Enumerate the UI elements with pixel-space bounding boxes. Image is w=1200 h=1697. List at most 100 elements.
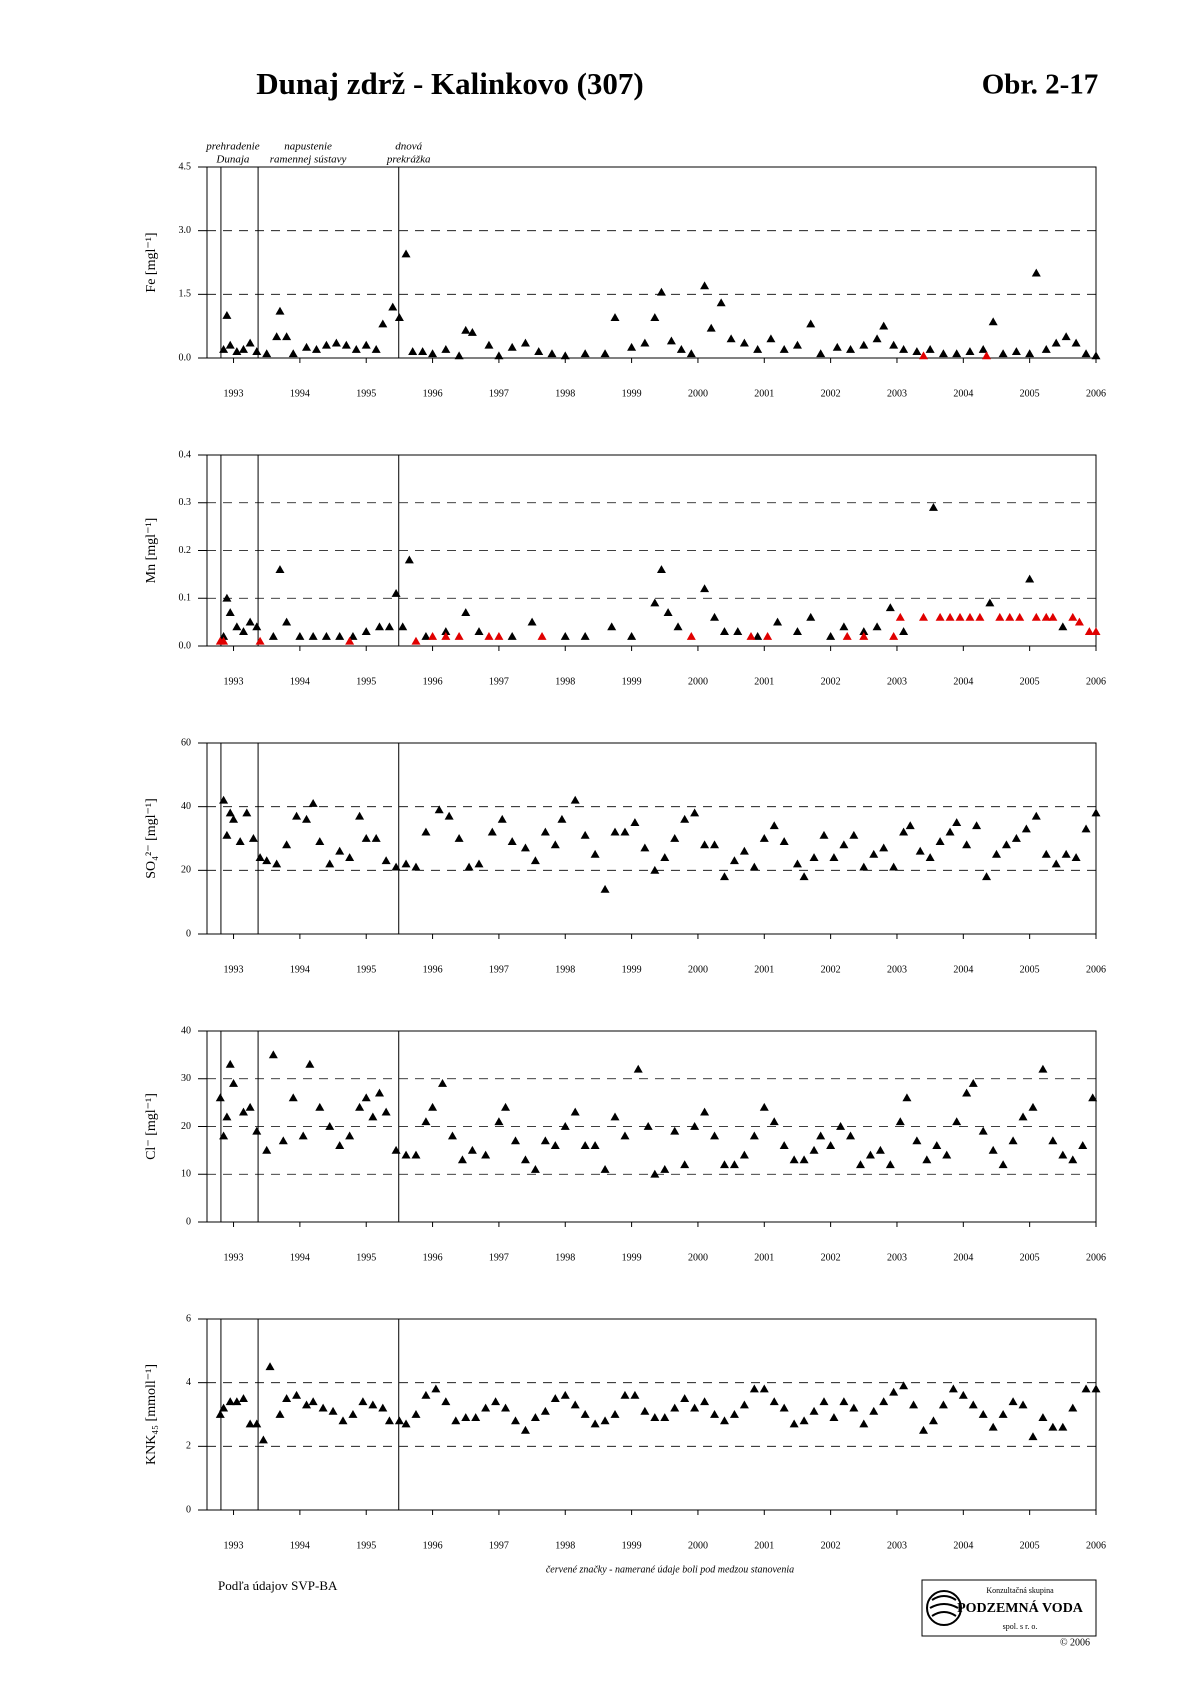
y-tick-label: 4.5 <box>179 161 192 172</box>
x-tick-label: 1998 <box>555 964 575 975</box>
y-axis-label: Cl⁻ [mgl⁻¹] <box>144 1093 159 1160</box>
data-point <box>889 1387 899 1396</box>
data-point <box>292 811 302 820</box>
data-point <box>1061 849 1071 858</box>
data-point <box>471 1413 481 1422</box>
data-point <box>1051 338 1061 347</box>
data-point <box>706 323 716 332</box>
data-point <box>434 805 444 814</box>
data-point <box>650 1169 660 1178</box>
data-point <box>1081 1384 1091 1393</box>
data-point <box>550 1394 560 1402</box>
data-point <box>895 1117 905 1126</box>
data-point <box>769 821 779 830</box>
data-point <box>899 345 909 353</box>
y-tick-label: 0.0 <box>179 640 192 651</box>
data-point <box>345 636 355 645</box>
data-point <box>374 622 384 631</box>
data-point <box>219 631 229 640</box>
data-point <box>680 1394 690 1402</box>
data-point <box>252 622 262 631</box>
x-tick-label: 2005 <box>1020 388 1040 399</box>
y-tick-label: 0 <box>186 1504 191 1515</box>
y-tick-label: 0.3 <box>179 497 192 508</box>
data-point <box>348 631 358 640</box>
x-tick-label: 1998 <box>555 1540 575 1551</box>
data-point <box>229 814 239 823</box>
data-point <box>889 631 899 640</box>
data-point <box>421 827 431 836</box>
data-point <box>799 1155 809 1164</box>
data-point <box>700 1107 710 1116</box>
data-point <box>391 1145 401 1154</box>
data-point <box>690 1403 700 1412</box>
data-point <box>401 1419 411 1428</box>
data-point <box>978 1126 988 1135</box>
data-point <box>600 1164 610 1173</box>
data-point <box>680 1160 690 1169</box>
data-point <box>361 340 371 349</box>
x-tick-label: 1997 <box>489 964 509 975</box>
data-point <box>600 1416 610 1425</box>
data-point <box>368 1112 378 1121</box>
x-tick-label: 1994 <box>290 1252 310 1263</box>
x-tick-label: 1993 <box>224 1252 244 1263</box>
y-axis-label: KNK₄₅ [mmoll⁻¹] <box>144 1364 159 1465</box>
data-point <box>474 627 484 636</box>
data-point <box>391 588 401 597</box>
data-point <box>225 808 235 817</box>
data-point <box>670 1126 680 1135</box>
logo-mark <box>926 1590 962 1626</box>
data-point <box>408 347 418 356</box>
data-point <box>630 818 640 826</box>
data-point <box>660 853 670 861</box>
x-tick-label: 2002 <box>821 1252 841 1263</box>
data-point <box>859 627 869 636</box>
x-tick-label: 2006 <box>1086 1540 1106 1551</box>
data-point <box>1028 1102 1038 1111</box>
data-point <box>928 503 938 511</box>
data-point <box>719 1416 729 1425</box>
data-point <box>348 1410 358 1418</box>
data-point <box>242 808 252 817</box>
data-point <box>819 1397 829 1406</box>
event-label: napustenie <box>284 141 332 153</box>
data-point <box>962 1088 972 1097</box>
data-point <box>481 1150 491 1159</box>
data-point <box>1031 612 1041 621</box>
data-point <box>1091 1384 1101 1393</box>
data-point <box>779 837 789 846</box>
data-point <box>1091 351 1101 360</box>
data-point <box>255 853 265 861</box>
data-point <box>1021 824 1031 833</box>
data-point <box>912 1136 922 1145</box>
data-point <box>215 1410 225 1418</box>
data-point <box>570 795 580 804</box>
x-tick-label: 1996 <box>423 1540 443 1551</box>
data-point <box>1038 1413 1048 1422</box>
data-point <box>474 859 484 868</box>
data-point <box>302 1400 312 1409</box>
data-point <box>520 338 530 347</box>
data-point <box>885 603 895 612</box>
data-point <box>839 622 849 631</box>
data-point <box>719 872 729 881</box>
data-point <box>912 347 922 356</box>
data-point <box>998 1410 1008 1418</box>
x-tick-label: 2005 <box>1020 1540 1040 1551</box>
x-tick-label: 2003 <box>887 388 907 399</box>
x-tick-label: 1994 <box>290 388 310 399</box>
data-point <box>935 837 945 846</box>
data-point <box>371 834 381 842</box>
data-point <box>670 834 680 842</box>
data-point <box>282 617 292 626</box>
footnote: červené značky - namerané údaje boli pod… <box>546 1564 794 1575</box>
data-point <box>673 622 683 631</box>
data-point <box>318 1403 328 1412</box>
data-point <box>338 1416 348 1425</box>
data-point <box>590 1141 600 1149</box>
data-point <box>859 631 869 640</box>
data-point <box>650 865 660 874</box>
data-point <box>355 811 365 820</box>
data-point <box>872 334 882 343</box>
